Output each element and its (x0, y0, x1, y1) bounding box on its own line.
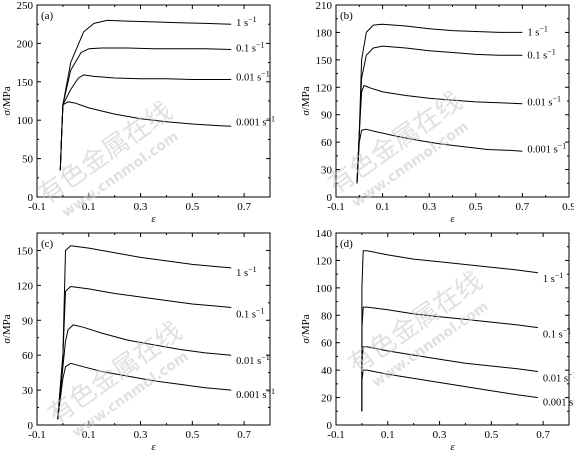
series-line (361, 369, 538, 412)
series-label: 0.1 s−1 (236, 41, 264, 55)
x-tick-label: 0.9 (562, 201, 574, 213)
x-tick-label: -0.1 (327, 201, 344, 213)
panel-c: -0.1 0.1 0.3 0.5 0.7 0 30 60 90 120 150 ε σ/MPa (c) 1 … (1, 232, 275, 450)
series-label: 0.001 s−1 (236, 114, 275, 128)
y-tick-label: 60 (321, 137, 333, 149)
panel-label: (b) (340, 10, 353, 22)
y-axis-label: σ/MPa (300, 314, 312, 343)
panel-a: -0.1 0.1 0.3 0.5 0.7 0 50 100 150 200 250 ε σ/MPa (a)… (1, 0, 275, 225)
plot-frame (36, 232, 271, 426)
x-axis-label: ε (450, 441, 455, 450)
x-tick-label: 0.7 (237, 429, 251, 441)
y-tick-label: 200 (17, 38, 34, 50)
x-axis-label: ε (450, 213, 455, 225)
x-tick-label: 0.3 (134, 201, 148, 213)
y-tick-label: 0 (28, 192, 34, 204)
series-label: 0.01 s−1 (236, 353, 270, 367)
series-label: 0.1 s−1 (236, 306, 264, 320)
x-tick-label: 0.5 (185, 429, 199, 441)
y-tick-label: 0 (327, 192, 333, 204)
series-line (356, 128, 523, 184)
x-tick-label: 0.5 (469, 201, 483, 213)
y-tick-label: 120 (17, 280, 34, 292)
y-tick-label: 50 (22, 154, 34, 166)
y-tick-label: 60 (22, 350, 34, 362)
y-tick-label: 0 (327, 420, 333, 432)
series-label: 1 s−1 (236, 15, 256, 29)
series-label: 0.01 s−1 (527, 95, 561, 109)
series-line (57, 362, 232, 420)
series-line (361, 250, 538, 412)
panel-d: -0.1 0.1 0.3 0.5 0.7 0 20 40 60 80 100 120 140 ε σ/MPa… (300, 228, 574, 450)
x-tick-label: 0.5 (484, 429, 498, 441)
y-tick-label: 180 (316, 27, 333, 39)
series-line (361, 346, 538, 412)
series-label: 0.001 s−1 (543, 395, 574, 409)
y-tick-label: 140 (316, 228, 333, 240)
panel-b: -0.1 0.1 0.3 0.5 0.7 0.9 0 30 60 90 120 150 180 210 ε σ… (300, 0, 574, 225)
series-line (361, 306, 538, 412)
x-axis-label: ε (151, 213, 156, 225)
y-tick-label: 60 (321, 338, 333, 350)
y-tick-label: 250 (17, 0, 34, 12)
x-tick-label: 0.7 (516, 201, 530, 213)
y-tick-label: 120 (316, 255, 333, 267)
series-line (356, 23, 523, 184)
series-label: 0.001 s−1 (527, 141, 566, 155)
y-tick-label: 150 (316, 55, 333, 67)
y-tick-label: 120 (316, 82, 333, 94)
y-tick-label: 100 (17, 115, 34, 127)
x-tick-label: 0.7 (237, 201, 251, 213)
x-tick-label: -0.1 (28, 429, 45, 441)
x-axis-label: ε (151, 441, 156, 450)
y-axis-label: σ/MPa (300, 86, 312, 115)
y-tick-label: 100 (316, 283, 333, 295)
x-tick-label: 0.1 (376, 201, 390, 213)
series-line (356, 45, 523, 184)
series-label: 1 s−1 (543, 271, 563, 285)
x-tick-label: 0.1 (82, 429, 96, 441)
y-tick-label: 210 (316, 0, 333, 12)
y-tick-label: 20 (321, 393, 333, 405)
series-label: 1 s−1 (527, 24, 547, 38)
x-tick-label: -0.1 (327, 429, 344, 441)
x-tick-label: 0.1 (82, 201, 96, 213)
y-tick-label: 80 (321, 310, 333, 322)
series-label: 0.01 s−1 (543, 371, 574, 385)
y-tick-label: 150 (17, 245, 34, 257)
y-tick-label: 90 (22, 315, 34, 327)
y-tick-label: 0 (28, 420, 34, 432)
series-label: 0.001 s−1 (236, 387, 275, 401)
x-tick-label: 0.3 (134, 429, 148, 441)
series-label: 0.01 s−1 (236, 69, 270, 83)
x-tick-label: 0.5 (185, 201, 199, 213)
series-line (57, 245, 232, 420)
x-tick-label: 0.3 (422, 201, 436, 213)
series-label: 0.1 s−1 (527, 47, 555, 61)
y-tick-label: 90 (321, 110, 333, 122)
y-tick-label: 30 (22, 385, 34, 397)
series-label: 1 s−1 (236, 265, 256, 279)
series-line (57, 286, 232, 420)
y-tick-label: 40 (321, 365, 333, 377)
series-line (356, 85, 523, 184)
series-label: 0.1 s−1 (543, 327, 571, 341)
x-tick-label: 0.7 (536, 429, 550, 441)
y-tick-label: 150 (17, 77, 34, 89)
x-tick-label: 0.1 (381, 429, 395, 441)
panel-label: (d) (340, 238, 353, 250)
series-line (57, 324, 232, 420)
y-tick-label: 30 (321, 165, 333, 177)
y-axis-label: σ/MPa (1, 86, 13, 115)
y-axis-label: σ/MPa (1, 314, 13, 343)
x-tick-label: 0.3 (433, 429, 447, 441)
x-tick-label: -0.1 (28, 201, 45, 213)
series-line (59, 101, 232, 171)
panel-label: (c) (41, 238, 54, 250)
panel-label: (a) (41, 10, 54, 22)
